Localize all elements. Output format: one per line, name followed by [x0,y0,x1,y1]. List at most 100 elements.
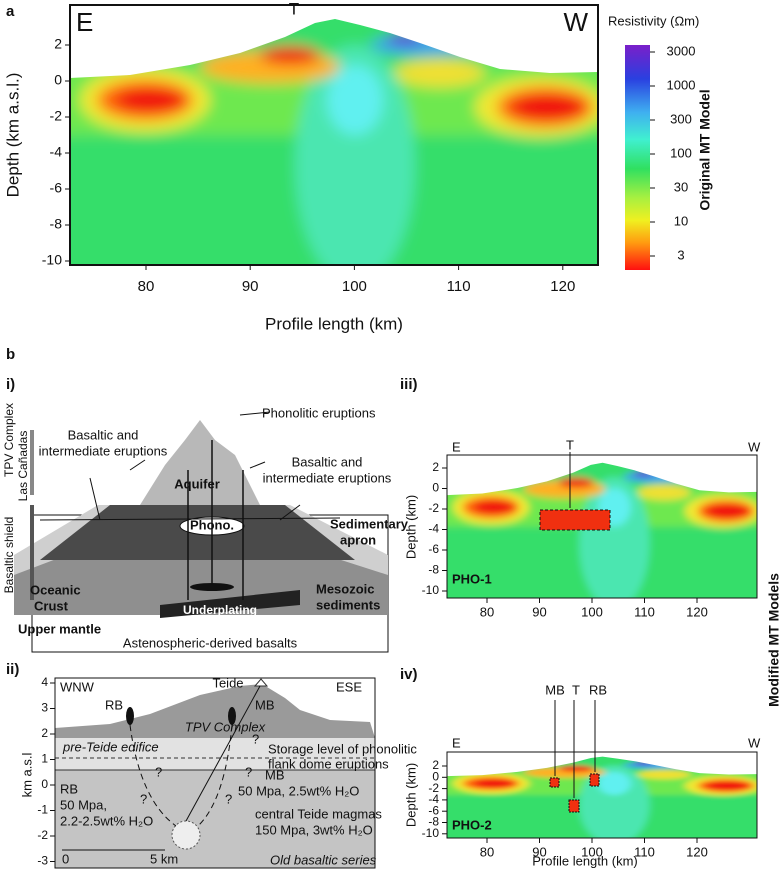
panel-label: iii) [400,376,418,393]
y-axis-label: Depth (km) [403,495,418,559]
annotation: ESE [336,679,362,694]
marker-label: T [572,682,580,697]
y-axis-label: Depth (km) [403,763,418,827]
annotation: 50 Mpa, [60,797,107,812]
panel-label: iv) [400,666,418,683]
modified-body [549,777,560,788]
annotation: Basaltic and [68,427,139,442]
annotation: Crust [34,598,69,613]
annotation: Teide [212,675,243,690]
y-tick-label: 2 [54,36,62,52]
y-tick-label: -4 [428,792,439,806]
annotation: Storage level of phonolitic [268,741,417,756]
annotation: ? [225,791,232,806]
x-tick-label: 90 [242,278,259,295]
x-tick-label: 100 [342,278,367,295]
y-tick-label: -10 [422,826,440,840]
colorbar-label: 3000 [667,43,696,58]
annotation: Basaltic shield [2,517,16,594]
y-tick-label: -6 [428,542,439,556]
annotation: 150 Mpa, 3wt% H₂O [255,822,373,837]
y-tick-label: 0 [41,777,48,791]
y-tick-label: -8 [428,815,439,829]
annotation: 5 km [150,851,178,866]
marker-label: RB [589,682,607,697]
annotation: ? [252,731,259,746]
x-tick-label: 100 [581,604,603,619]
corner-label: W [563,7,588,37]
marker-label: T [566,437,574,452]
colorbar-label: 3 [677,247,684,262]
corner-label: E [452,439,461,454]
plot-frame [69,4,599,266]
y-tick-label: -8 [50,216,63,232]
y-tick-label: 2 [432,758,439,772]
annotation: flank dome eruptions [268,756,389,771]
x-tick-label: 120 [686,604,708,619]
annotation: Old basaltic series [270,852,377,867]
annotation: intermediate eruptions [39,443,168,458]
annotation: ? [155,764,162,779]
y-tick-label: 0 [54,72,62,88]
annotation: Phono. [190,517,234,532]
heatmap [50,0,620,285]
y-tick-label: -3 [37,854,48,868]
annotation: Basaltic and [292,454,363,469]
y-tick-label: 2 [432,460,439,474]
y-tick-label: -6 [428,803,439,817]
annotation: MB [255,697,275,712]
y-tick-label: 3 [41,701,48,715]
annotation: ? [140,791,147,806]
y-axis-label: Depth (km a.s.l.) [3,73,22,198]
y-tick-label: -2 [37,828,48,842]
y-tick-label: -2 [428,781,439,795]
annotation: Upper mantle [18,621,101,636]
colorbar-title: Resistivity (Ωm) [608,13,699,28]
modified-body [589,773,600,787]
annotation: ? [245,764,252,779]
annotation: sediments [316,597,380,612]
annotation: Mesozoic [316,581,375,596]
panel-label: a [6,3,15,20]
x-tick-label: 90 [532,844,546,859]
y-tick-label: -4 [428,522,439,536]
colorbar-label: 30 [674,179,688,194]
annotation: RB [105,697,123,712]
annotation: 2.2-2.5wt% H₂O [60,813,153,828]
annotation: 0 [62,851,69,866]
annotation: MB [265,767,285,782]
annotation: Phonolitic eruptions [262,405,376,420]
panel-label: b [6,346,15,363]
marker-label: MB [545,682,565,697]
y-tick-label: -10 [42,252,62,268]
plot-frame [446,454,758,599]
x-tick-label: 80 [138,278,155,295]
x-tick-label: 80 [480,604,494,619]
plot-frame [446,751,758,839]
x-axis-label: Profile length (km) [532,853,637,868]
panel-label: i) [6,376,15,393]
y-tick-label: -4 [50,144,63,160]
y-tick-label: 2 [41,726,48,740]
colorbar-label: 10 [674,213,688,228]
y-tick-label: 0 [432,769,439,783]
x-tick-label: 110 [447,278,471,295]
colorbar [625,45,650,270]
y-tick-label: -10 [422,583,440,597]
model-label: PHO-2 [452,817,492,832]
corner-label: E [452,735,461,750]
y-tick-label: 4 [41,675,48,689]
x-tick-label: 80 [480,844,494,859]
annotation: intermediate eruptions [263,470,392,485]
annotation: TPV Complex [185,719,266,734]
annotation: Underplating [183,603,257,617]
corner-label: W [748,439,761,454]
x-axis-label: Profile length (km) [265,314,403,333]
y-axis-label: km a.s.l [19,753,34,798]
model-label: Original MT Model [697,89,713,210]
colorbar-label: 1000 [667,77,696,92]
corner-label: W [748,735,761,750]
annotation: pre-Teide edifice [62,739,159,754]
y-tick-label: -8 [428,563,439,577]
